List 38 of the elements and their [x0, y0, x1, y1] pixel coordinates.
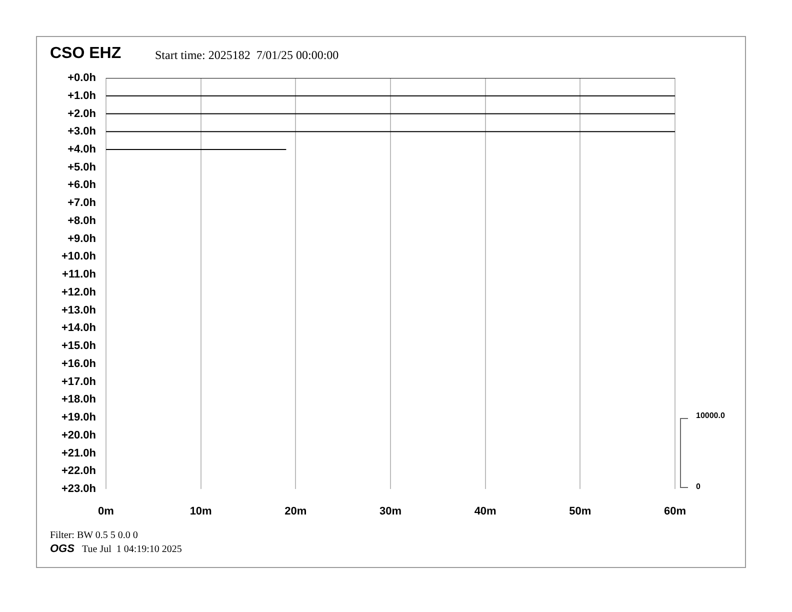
x-tick-label: 60m	[664, 506, 686, 518]
y-tick-label: +4.0h	[68, 144, 96, 156]
text: Filter: BW 0.5 5 0.0 0	[50, 530, 138, 541]
x-tick-label: 30m	[379, 506, 402, 518]
y-tick-label: +2.0h	[68, 108, 96, 120]
text: 10000.0	[696, 411, 725, 420]
y-tick-label: +14.0h	[61, 322, 96, 334]
y-tick-label: +10.0h	[61, 250, 96, 263]
x-tick-label: 20m	[284, 506, 307, 518]
y-tick-label: +8.0h	[68, 214, 96, 227]
x-tick-label: 50m	[569, 506, 592, 518]
y-tick-label: +22.0h	[61, 465, 96, 478]
y-tick-label: +9.0h	[68, 232, 96, 245]
x-tick-label: 40m	[474, 506, 497, 518]
text: OGS	[50, 543, 74, 555]
text: Tue Jul 1 04:19:10 2025	[82, 544, 182, 555]
y-tick-label: +3.0h	[68, 126, 96, 138]
y-tick-label: +11.0h	[62, 268, 96, 281]
text: 0	[696, 482, 700, 491]
x-tick-label: 0m	[98, 506, 114, 518]
x-tick-label: 10m	[190, 506, 212, 518]
chart-subtitle: Start time: 2025182 7/01/25 00:00:00	[155, 48, 339, 63]
y-tick-label: +20.0h	[61, 429, 96, 442]
y-tick-label: +12.0h	[61, 286, 96, 298]
y-tick-label: +17.0h	[61, 376, 96, 388]
y-tick-label: +1.0h	[68, 90, 96, 102]
y-tick-label: +15.0h	[61, 340, 96, 352]
y-tick-label: +19.0h	[61, 412, 96, 424]
y-tick-label: +0.0h	[68, 72, 96, 84]
y-tick-label: +18.0h	[61, 394, 96, 406]
y-tick-label: +21.0h	[61, 447, 96, 460]
y-tick-label: +6.0h	[68, 179, 96, 192]
y-tick-label: +13.0h	[61, 304, 96, 316]
y-tick-label: +7.0h	[68, 197, 96, 210]
chart-title: CSO EHZ	[50, 45, 122, 63]
y-tick-label: +5.0h	[68, 161, 96, 174]
y-tick-label: +16.0h	[61, 358, 96, 370]
y-tick-label: +23.0h	[61, 483, 96, 496]
